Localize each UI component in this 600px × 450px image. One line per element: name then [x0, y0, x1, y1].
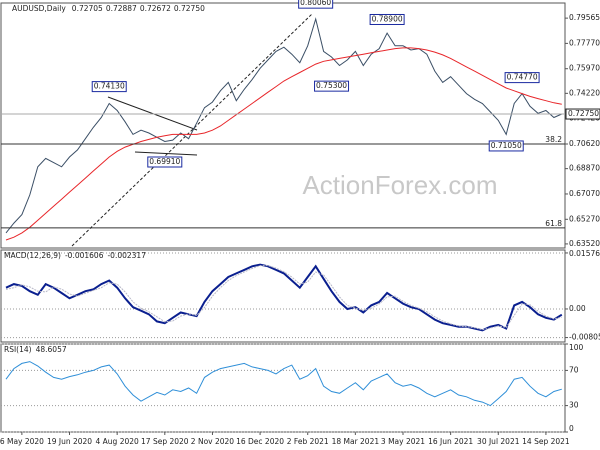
annotation-box	[504, 72, 540, 84]
current-price-tag	[565, 108, 600, 120]
y-tick-label: 0.67070	[569, 189, 600, 198]
annotation-label: 0.69910	[149, 157, 180, 166]
annotation-label: 0.74770	[507, 73, 538, 82]
annotation-label: 0.74130	[94, 82, 125, 91]
annotation-box	[488, 140, 524, 152]
y-tick-label: 100	[569, 343, 584, 352]
annotation-label: 0.71050	[491, 141, 522, 150]
x-tick-label: 3 May 2021	[381, 437, 425, 446]
watermark: ActionForex.com	[302, 170, 497, 200]
x-tick-label: 2 Nov 2020	[191, 437, 234, 446]
ohlc-value: 0.72672	[140, 4, 171, 13]
series-line	[5, 263, 563, 332]
y-tick-label: 0.68870	[569, 164, 600, 173]
series-line	[5, 361, 562, 407]
trendline	[134, 151, 198, 156]
y-tick-label: 0.015768	[569, 249, 600, 258]
annotation-label: 0.78900	[372, 14, 403, 23]
series-line	[5, 17, 563, 234]
ohlc-value: 0.72705	[72, 4, 103, 13]
fib-label: 38.2	[545, 135, 562, 144]
fib-trendline	[71, 13, 313, 247]
y-tick-label: 0	[569, 424, 574, 433]
y-tick-label: 0.00	[569, 304, 586, 313]
x-tick-label: 14 Sep 2021	[522, 437, 570, 446]
x-tick-label: 4 Aug 2020	[96, 437, 139, 446]
ohlc-value: 0.72887	[106, 4, 137, 13]
annotation-box	[369, 13, 405, 25]
y-tick-label: 70	[569, 365, 579, 374]
y-tick-label: -0.008053	[569, 333, 600, 342]
indicator-value: -0.001606	[65, 251, 104, 260]
y-tick-label: 30	[569, 401, 579, 410]
x-tick-label: 30 Jul 2021	[477, 437, 520, 446]
y-tick-label: 0.70620	[569, 139, 600, 148]
annotation-box	[91, 81, 127, 93]
x-tick-label: 19 Jun 2020	[47, 437, 92, 446]
y-tick-label: 0.75970	[569, 64, 600, 73]
y-tick-label: 0.79565	[569, 13, 600, 22]
chart-title: AUDUSD,Daily	[12, 4, 66, 13]
annotation-box	[314, 80, 350, 92]
annotation-box	[298, 0, 334, 9]
annotation-label: 0.80060	[300, 0, 331, 7]
series-line	[5, 47, 562, 241]
x-tick-label: 2 Feb 2021	[287, 437, 329, 446]
ohlc-value: 0.72750	[174, 4, 205, 13]
indicator-title: MACD(12,26,9)	[4, 251, 61, 260]
annotation-box	[147, 156, 183, 168]
y-tick-label: 0.74220	[569, 88, 600, 97]
y-tick-label: 0.65270	[569, 214, 600, 223]
annotation-label: 0.75300	[316, 81, 347, 90]
indicator-title: RSI(14)	[4, 345, 32, 354]
series-line	[5, 265, 562, 331]
rsi-panel	[0, 343, 566, 433]
x-tick-label: 16 Dec 2020	[236, 437, 284, 446]
trendline	[107, 96, 198, 131]
x-tick-label: 17 Sep 2020	[141, 437, 189, 446]
y-tick-label: 0.77770	[569, 38, 600, 47]
y-tick-label: 0.63520	[569, 239, 600, 248]
price-panel	[0, 2, 566, 249]
x-tick-label: 6 May 2020	[0, 437, 44, 446]
current-price-label: 0.72750	[568, 109, 599, 118]
x-tick-label: 16 Jun 2021	[428, 437, 473, 446]
indicator-value: 48.6057	[36, 345, 67, 354]
fib-label: 61.8	[545, 219, 562, 228]
x-tick-label: 18 Mar 2021	[332, 437, 380, 446]
indicator-value: -0.002317	[107, 251, 146, 260]
macd-panel	[0, 249, 566, 343]
